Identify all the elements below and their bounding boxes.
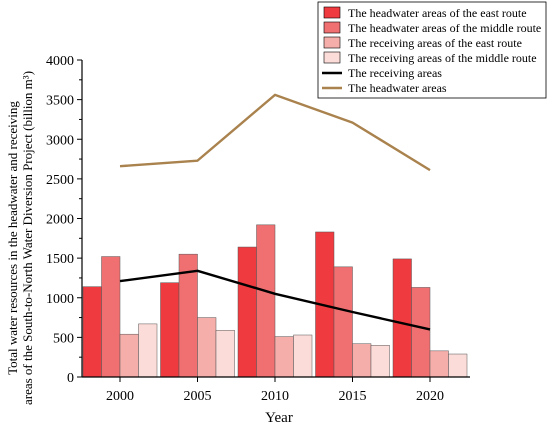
- bar-3-2000: [119, 333, 139, 378]
- x-tick-label-2000: 2000: [106, 389, 134, 404]
- legend-box: [317, 1, 547, 99]
- x-tick-label-2010: 2010: [261, 389, 289, 404]
- legend-label-4: The receiving areas of the middle route: [348, 51, 537, 65]
- legend-label-5: The receiving areas: [348, 66, 442, 80]
- y-tick-label-2000: 2000: [46, 213, 74, 228]
- x-tick-label-2020: 2020: [416, 389, 444, 404]
- bar-1-2020: [392, 258, 412, 378]
- bar-layer: [82, 224, 468, 378]
- bar-4-2005: [215, 329, 235, 378]
- line-layer: [119, 93, 431, 331]
- legend-swatch-4: [323, 51, 341, 64]
- y-axis-label-line-2: areas of the South-to-North Water Divers…: [20, 71, 35, 405]
- axes: 0 500 1000 1500 2000 2500 3000 3500 4000 2000 2005…: [46, 54, 470, 404]
- y-tick-label-1000: 1000: [46, 292, 74, 307]
- bar-2-2000: [101, 256, 121, 378]
- bar-2-2020: [411, 287, 431, 378]
- bar-3-2020: [429, 350, 449, 378]
- legend-swatch-3: [323, 36, 341, 49]
- legend-label-3: The receiving areas of the east route: [348, 36, 522, 50]
- y-tick-label-2500: 2500: [46, 173, 74, 188]
- bar-2-2015: [333, 266, 353, 378]
- bar-4-2010: [293, 334, 313, 378]
- bar-2-2010: [256, 224, 276, 378]
- y-tick-label-3500: 3500: [46, 94, 74, 109]
- x-tick-label-2005: 2005: [184, 389, 212, 404]
- bar-4-2020: [448, 353, 468, 378]
- y-tick-label-4000: 4000: [46, 54, 74, 69]
- bar-1-2005: [160, 282, 180, 378]
- bar-3-2010: [274, 336, 294, 378]
- bar-3-2005: [197, 317, 217, 378]
- x-tick-label-2015: 2015: [339, 389, 367, 404]
- y-tick-label-0: 0: [67, 371, 74, 386]
- legend-swatch-2: [323, 21, 341, 34]
- legend-label-1: The headwater areas of the east route: [348, 6, 527, 20]
- legend-label-2: The headwater areas of the middle route: [348, 21, 541, 35]
- y-tick-label-500: 500: [53, 331, 74, 346]
- y-tick-label-1500: 1500: [46, 252, 74, 267]
- legend: The headwater areas of the east routeThe…: [317, 1, 547, 99]
- y-axis-label-line-1: Total water resources in the headwater a…: [5, 101, 20, 375]
- line-series-1: [119, 269, 431, 331]
- bar-4-2000: [138, 323, 158, 378]
- line-series-2: [119, 93, 431, 172]
- legend-swatch-1: [323, 6, 341, 19]
- y-tick-label-3000: 3000: [46, 133, 74, 148]
- bar-1-2000: [82, 286, 102, 378]
- x-axis-label: Year: [265, 410, 293, 426]
- legend-label-6: The headwater areas: [348, 81, 447, 95]
- bar-1-2010: [237, 246, 257, 378]
- bar-4-2015: [370, 345, 390, 378]
- bar-3-2015: [352, 343, 372, 378]
